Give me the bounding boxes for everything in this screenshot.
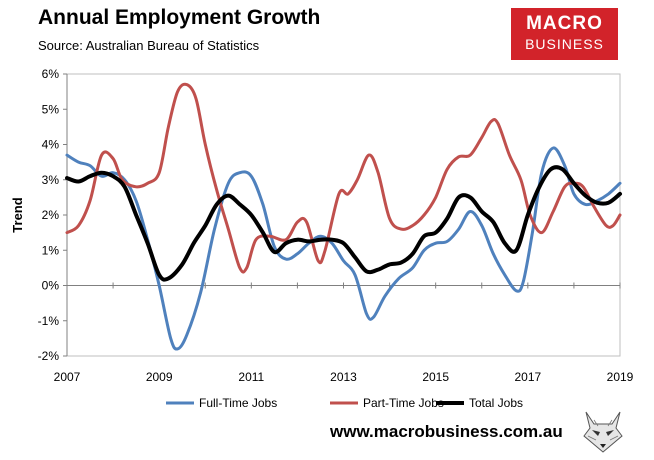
x-tick-label: 2019 xyxy=(607,370,634,384)
y-tick-label: 0% xyxy=(42,279,60,293)
plot-area-border xyxy=(66,73,621,357)
chart-axes: -2% -1% 0% 1% 2% 3% 4% 5% 6% 2007 2009 2011 2013 2015… xyxy=(10,67,634,384)
chart-subtitle: Source: Australian Bureau of Statistics xyxy=(38,38,260,53)
fox-mascot-icon xyxy=(578,406,628,454)
x-tick-label: 2007 xyxy=(54,370,81,384)
y-tick-label: 6% xyxy=(42,67,60,81)
y-tick-label: -1% xyxy=(38,314,60,328)
logo-top-text: MACRO xyxy=(526,13,603,34)
chart-title: Annual Employment Growth xyxy=(38,6,321,29)
x-tick-label: 2017 xyxy=(514,370,541,384)
chart-series xyxy=(65,82,622,351)
x-tick-label: 2009 xyxy=(146,370,173,384)
y-tick-label: 3% xyxy=(42,173,60,187)
x-tick-label: 2015 xyxy=(422,370,449,384)
y-axis-title: Trend xyxy=(10,197,25,232)
legend-label-full-time-jobs: Full-Time Jobs xyxy=(199,396,277,410)
macrobusiness-logo: MACRO BUSINESS xyxy=(511,8,618,60)
y-tick-label: 5% xyxy=(42,102,60,116)
y-tick-label: 1% xyxy=(42,243,60,257)
logo-bottom-text: BUSINESS xyxy=(525,36,604,52)
legend-label-part-time-jobs: Part-Time Jobs xyxy=(363,396,444,410)
series-line-full-time-jobs xyxy=(65,146,622,351)
series-line-total-jobs xyxy=(65,165,622,282)
series-line-part-time-jobs xyxy=(65,82,622,274)
y-tick-label: -2% xyxy=(38,349,60,363)
chart-legend: Full-Time Jobs Part-Time Jobs Total Jobs xyxy=(166,396,523,410)
y-tick-label: 4% xyxy=(42,138,60,152)
site-url[interactable]: www.macrobusiness.com.au xyxy=(330,422,563,441)
x-tick-label: 2013 xyxy=(330,370,357,384)
x-tick-label: 2011 xyxy=(238,370,264,384)
y-tick-label: 2% xyxy=(42,208,60,222)
legend-label-total-jobs: Total Jobs xyxy=(469,396,523,410)
